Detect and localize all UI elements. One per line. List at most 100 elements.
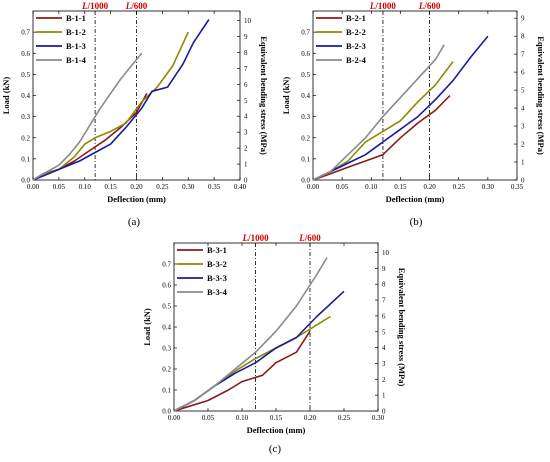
x-tick-label: 0.40 bbox=[234, 183, 247, 191]
y2-tick-label: 10 bbox=[382, 249, 390, 257]
y-tick-label: 0.7 bbox=[162, 261, 171, 269]
y2-tick-label: 9 bbox=[382, 265, 386, 273]
series-line-B-3-1 bbox=[173, 330, 311, 412]
legend-label: B-3-2 bbox=[207, 259, 227, 269]
limit-label: L/600 bbox=[418, 1, 441, 11]
series-line-B-1-3 bbox=[32, 19, 210, 181]
series-line-B-2-1 bbox=[312, 94, 451, 181]
y2-tick-label: 3 bbox=[521, 123, 525, 131]
legend-label: B-1-3 bbox=[66, 41, 86, 51]
y2-tick-label: 1 bbox=[244, 161, 248, 169]
x-tick-label: 0.25 bbox=[156, 183, 169, 191]
series-line-B-1-4 bbox=[32, 52, 143, 181]
x-tick-label: 0.35 bbox=[208, 183, 221, 191]
panel-caption: (a) bbox=[128, 216, 141, 228]
x-axis-label: Deflection (mm) bbox=[386, 194, 445, 204]
x-tick-label: 0.10 bbox=[79, 183, 92, 191]
x-tick-label: 0.05 bbox=[202, 414, 215, 422]
y2-tick-label: 8 bbox=[521, 33, 525, 41]
y-tick-label: 0.5 bbox=[21, 71, 30, 79]
x-tick-label: 0.30 bbox=[372, 414, 385, 422]
y2-tick-label: 0 bbox=[244, 177, 248, 185]
legend-label: B-2-2 bbox=[346, 27, 366, 37]
limit-label: L/1000 bbox=[369, 1, 397, 11]
y-tick-label: 0.3 bbox=[162, 345, 171, 353]
y2-tick-label: 5 bbox=[521, 87, 525, 95]
x-tick-label: 0.20 bbox=[130, 183, 143, 191]
legend-label: B-1-4 bbox=[66, 55, 87, 65]
y2-tick-label: 9 bbox=[244, 33, 248, 41]
x-tick-label: 0.15 bbox=[394, 183, 407, 191]
y-tick-label: 0.1 bbox=[301, 155, 310, 163]
limit-label: L/600 bbox=[298, 233, 321, 243]
y2-tick-label: 8 bbox=[382, 281, 386, 289]
y2-tick-label: 7 bbox=[382, 297, 386, 305]
legend-label: B-1-2 bbox=[66, 27, 86, 37]
y2-axis-label: Equivalent bending stress (MPa) bbox=[536, 36, 546, 155]
y2-tick-label: 7 bbox=[244, 65, 248, 73]
x-tick-label: 0.35 bbox=[511, 183, 524, 191]
x-axis-label: Deflection (mm) bbox=[247, 425, 306, 435]
y2-tick-label: 6 bbox=[244, 81, 248, 89]
plot-frame bbox=[312, 10, 518, 181]
y2-tick-label: 6 bbox=[382, 312, 386, 320]
y2-tick-label: 10 bbox=[244, 17, 252, 25]
panel-caption: (b) bbox=[410, 216, 423, 228]
series-line-B-1-1 bbox=[32, 93, 148, 181]
legend-label: B-3-1 bbox=[207, 245, 227, 255]
chart-panel-3: 0.00 0.05 0.10 0.15 0.20 0.25 0.300.00.10.20.3… bbox=[142, 233, 407, 455]
y-tick-label: 0.4 bbox=[162, 324, 171, 332]
y-tick-label: 0.1 bbox=[21, 155, 30, 163]
x-tick-label: 0.05 bbox=[53, 183, 66, 191]
y-tick-label: 0.2 bbox=[21, 134, 30, 142]
y-tick-label: 0.2 bbox=[162, 366, 171, 374]
y2-axis-label: Equivalent bending stress (MPa) bbox=[397, 268, 407, 387]
chart-panel-2: 0.00 0.05 0.10 0.15 0.20 0.25 0.30 0.350.00.10.… bbox=[281, 1, 546, 228]
y2-tick-label: 0 bbox=[521, 177, 525, 185]
legend-label: B-3-3 bbox=[207, 273, 227, 283]
y2-tick-label: 9 bbox=[521, 15, 525, 23]
plot-frame bbox=[173, 242, 379, 412]
x-tick-label: 0.00 bbox=[168, 414, 181, 422]
y2-tick-label: 5 bbox=[244, 97, 248, 105]
y2-tick-label: 1 bbox=[382, 392, 386, 400]
x-tick-label: 0.00 bbox=[27, 183, 40, 191]
limit-label: L/600 bbox=[125, 1, 148, 11]
x-tick-label: 0.30 bbox=[482, 183, 495, 191]
legend-label: B-2-4 bbox=[346, 55, 367, 65]
y2-axis-label: Equivalent bending stress (MPa) bbox=[259, 36, 269, 155]
y-axis-label: Load (kN) bbox=[281, 77, 291, 115]
y-tick-label: 0.4 bbox=[21, 92, 30, 100]
y2-tick-label: 4 bbox=[382, 344, 386, 352]
series-line-B-1-2 bbox=[32, 31, 189, 181]
y2-tick-label: 5 bbox=[382, 328, 386, 336]
y-tick-label: 0.0 bbox=[162, 408, 171, 416]
x-tick-label: 0.20 bbox=[304, 414, 317, 422]
y2-tick-label: 1 bbox=[521, 159, 525, 167]
x-tick-label: 0.25 bbox=[453, 183, 466, 191]
x-axis-label: Deflection (mm) bbox=[107, 194, 166, 204]
chart-panel-1: 0.00 0.05 0.10 0.15 0.20 0.25 0.30 0.35 0.400.00… bbox=[1, 1, 269, 228]
y-tick-label: 0.5 bbox=[162, 303, 171, 311]
y2-tick-label: 4 bbox=[521, 105, 525, 113]
y-tick-label: 0.3 bbox=[21, 113, 30, 121]
y2-tick-label: 7 bbox=[521, 51, 525, 59]
y-tick-label: 0.3 bbox=[301, 113, 310, 121]
y-tick-label: 0.6 bbox=[21, 50, 30, 58]
y2-tick-label: 3 bbox=[382, 360, 386, 368]
series-line-B-2-4 bbox=[312, 44, 445, 181]
x-tick-label: 0.10 bbox=[365, 183, 378, 191]
y-tick-label: 0.1 bbox=[162, 387, 171, 395]
y2-tick-label: 2 bbox=[521, 141, 525, 149]
legend-label: B-1-1 bbox=[66, 13, 86, 23]
y2-tick-label: 6 bbox=[521, 69, 525, 77]
x-tick-label: 0.20 bbox=[423, 183, 436, 191]
x-tick-label: 0.00 bbox=[307, 183, 320, 191]
legend-label: B-2-3 bbox=[346, 41, 366, 51]
y2-tick-label: 2 bbox=[244, 145, 248, 153]
y2-tick-label: 0 bbox=[382, 408, 386, 416]
x-tick-label: 0.05 bbox=[336, 183, 349, 191]
limit-label: L/1000 bbox=[242, 233, 270, 243]
x-tick-label: 0.30 bbox=[182, 183, 195, 191]
